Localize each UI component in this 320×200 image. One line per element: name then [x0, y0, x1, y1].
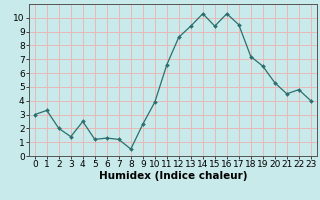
X-axis label: Humidex (Indice chaleur): Humidex (Indice chaleur): [99, 171, 247, 181]
